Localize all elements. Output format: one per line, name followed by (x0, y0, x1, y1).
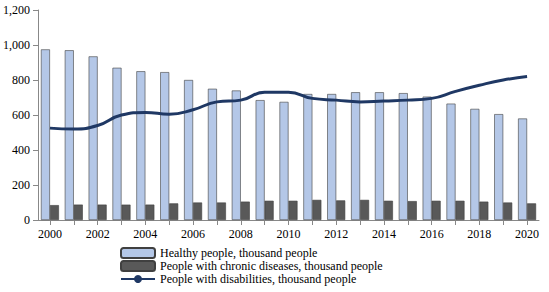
svg-text:600: 600 (12, 108, 30, 122)
svg-text:2020: 2020 (515, 227, 539, 241)
svg-text:1,000: 1,000 (3, 38, 30, 52)
svg-text:2002: 2002 (86, 227, 110, 241)
svg-text:1,200: 1,200 (3, 3, 30, 17)
svg-text:2016: 2016 (420, 227, 444, 241)
svg-text:2018: 2018 (467, 227, 491, 241)
svg-text:People with disabilities, thou: People with disabilities, thousand peopl… (160, 272, 356, 286)
svg-text:People with chronic diseases,: People with chronic diseases, thousand p… (160, 259, 383, 273)
svg-text:2000: 2000 (38, 227, 62, 241)
svg-text:2014: 2014 (372, 227, 396, 241)
svg-text:2004: 2004 (133, 227, 157, 241)
svg-text:0: 0 (24, 213, 30, 227)
svg-text:2006: 2006 (181, 227, 205, 241)
svg-text:2008: 2008 (229, 227, 253, 241)
svg-text:2012: 2012 (324, 227, 348, 241)
svg-text:2010: 2010 (277, 227, 301, 241)
svg-text:800: 800 (12, 73, 30, 87)
svg-text:Healthy people, thousand peopl: Healthy people, thousand people (160, 246, 317, 260)
svg-text:400: 400 (12, 143, 30, 157)
svg-text:200: 200 (12, 178, 30, 192)
